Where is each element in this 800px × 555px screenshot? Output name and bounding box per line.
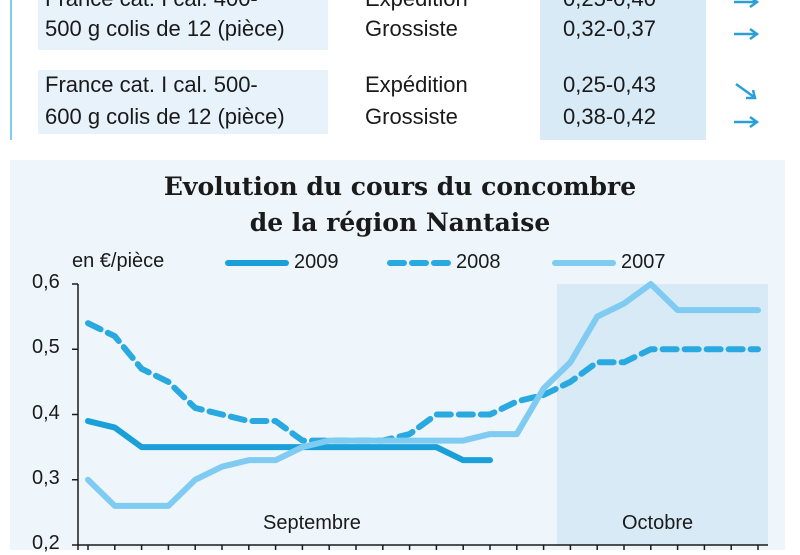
y-tick-label: 0,6	[32, 271, 60, 293]
stage-label: Expédition	[365, 72, 468, 97]
stage-label: Expédition	[365, 0, 468, 14]
chart-title-line-1: Evolution du cours du concombre	[163, 172, 637, 201]
arrow-right-icon	[734, 115, 760, 129]
series-line-2009	[85, 418, 493, 464]
legend-label: 2008	[456, 251, 501, 273]
price-column-band	[540, 0, 706, 140]
arrow-right-icon	[734, 27, 760, 41]
period-label: Septembre	[263, 512, 361, 534]
chart-title-line-2: de la région Nantaise	[249, 208, 551, 237]
period-label: Octobre	[622, 512, 694, 534]
price-table: France cat. I cal. 400- 500 g colis de 1…	[0, 0, 800, 140]
y-tick-label: 0,2	[32, 532, 60, 554]
table-row: France cat. I cal. 400- 500 g colis de 1…	[10, 0, 785, 50]
y-tick-label: 0,5	[32, 336, 60, 359]
price-range: 0,25-0,40	[563, 0, 656, 14]
arrow-down-right-icon	[735, 82, 757, 100]
price-range: 0,38-0,42	[563, 104, 656, 129]
stage-label: Grossiste	[365, 104, 458, 129]
legend-label: 2009	[294, 251, 339, 273]
table-row: France cat. I cal. 500- 600 g colis de 1…	[10, 70, 785, 134]
series-line-2008	[85, 320, 761, 444]
product-line: 500 g colis de 12 (pièce)	[45, 16, 285, 41]
legend-label: 2007	[621, 251, 666, 273]
y-axis-label: en €/pièce	[72, 250, 165, 272]
product-line: France cat. I cal. 500-	[45, 72, 258, 97]
price-range: 0,32-0,37	[563, 16, 656, 41]
price-range: 0,25-0,43	[563, 72, 656, 97]
october-band	[557, 284, 768, 545]
product-line: 600 g colis de 12 (pièce)	[45, 104, 285, 129]
stage-label: Grossiste	[365, 16, 458, 41]
y-tick-label: 0,3	[32, 466, 60, 489]
series-line-2007	[85, 281, 761, 509]
product-line: France cat. I cal. 400-	[45, 0, 258, 14]
y-tick-label: 0,4	[32, 401, 60, 424]
arrow-right-icon	[734, 0, 760, 9]
